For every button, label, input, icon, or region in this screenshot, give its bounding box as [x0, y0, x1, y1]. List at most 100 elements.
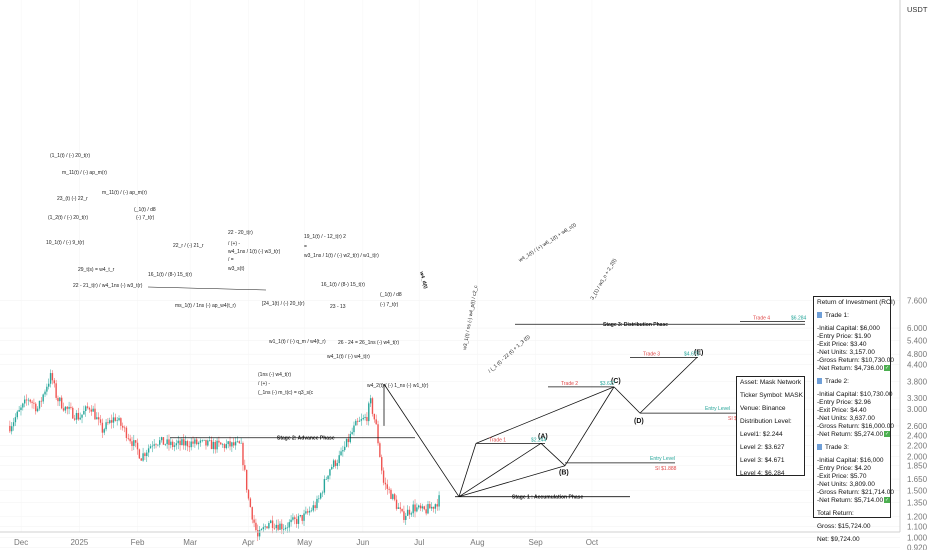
candle-body [160, 437, 163, 441]
candle-body [425, 509, 427, 514]
candle-body [436, 504, 438, 507]
candle-body [240, 442, 242, 444]
candle-body [297, 516, 300, 524]
price-tick: 2.400 [907, 431, 928, 440]
candle-body [223, 444, 226, 449]
candle-body [410, 513, 413, 515]
wave-point-label: (D) [634, 418, 644, 425]
time-tick: Sep [528, 538, 543, 547]
time-tick: Mar [183, 538, 197, 547]
candle-body [207, 440, 209, 446]
candle-body [177, 440, 179, 444]
candle-body [251, 507, 253, 520]
roi-line: -Entry Price: $4.20 [817, 465, 871, 472]
candle-body [307, 511, 309, 513]
candle-body [149, 446, 152, 449]
trade-label: Trade 2 [561, 381, 578, 387]
candle-body [33, 402, 35, 404]
time-tick: Aug [470, 538, 484, 547]
candle-body [166, 439, 168, 445]
candle-body [81, 414, 83, 418]
chart-annotation: w4_1(t) / (-) w4_t(r) [327, 354, 370, 360]
chart-annotation: 29_t(s) = w4_t_r [78, 267, 115, 273]
trade-price: $4.671 [684, 351, 700, 357]
candle-body [64, 406, 67, 411]
candle-body [388, 488, 390, 490]
check-icon: ✓ [884, 431, 891, 438]
candle-body [262, 527, 265, 530]
candle-body [99, 419, 102, 423]
candle-body [140, 458, 142, 461]
chart-text-layer: Stage 1 : Accumulation Phase Stage 2: Adv… [46, 153, 807, 501]
check-icon: ✓ [884, 497, 891, 504]
candle-body [144, 453, 146, 457]
price-tick: 1.200 [907, 512, 928, 521]
candlestick-series [9, 369, 440, 542]
candle-body [190, 441, 192, 448]
candle-body [57, 397, 59, 402]
candle-body [184, 441, 187, 446]
candle-body [290, 519, 292, 523]
asset-info-line: Distribution Level: [740, 418, 792, 425]
candle-body [55, 383, 57, 398]
candle-body [408, 509, 411, 515]
candle-body [253, 519, 255, 523]
candle-body [75, 412, 78, 420]
candle-body [171, 441, 174, 447]
candle-body [101, 422, 104, 433]
candle-body [25, 399, 28, 401]
chart-annotation: m_11(t) / (-) ap_m(r) [62, 170, 107, 176]
candle-body [318, 498, 320, 500]
wave-point-label: (A) [538, 433, 548, 440]
price-tick: 1.350 [907, 499, 928, 508]
price-tick: 1.650 [907, 475, 928, 484]
candle-body [203, 439, 205, 441]
candle-body [134, 440, 137, 443]
price-tick: 0.920 [907, 543, 928, 550]
candle-body [286, 527, 289, 529]
candle-body [116, 420, 118, 421]
trend-line [383, 383, 460, 497]
candle-body [127, 437, 129, 439]
candle-body [20, 407, 22, 410]
price-tick: 2.600 [907, 422, 928, 431]
candle-body [340, 451, 342, 456]
candle-body [271, 520, 274, 528]
phase-label-advance: Stage 2: Advance Phase [277, 436, 335, 442]
candle-body [36, 408, 39, 412]
candle-body [429, 504, 431, 509]
candle-body [299, 515, 302, 517]
candle-body [159, 440, 161, 445]
trend-line [564, 386, 615, 466]
candle-body [399, 507, 401, 509]
candle-body [336, 463, 339, 466]
roi-trade-heading: Trade 2: [817, 378, 887, 386]
roi-line: -Gross Return: $21,714.00 [817, 489, 894, 496]
candle-body [194, 439, 196, 444]
candle-body [275, 524, 277, 529]
candle-body [162, 437, 165, 445]
chart-annotation: 22 - 20_t(r) [228, 230, 253, 236]
candle-body [233, 442, 235, 446]
candle-body [360, 419, 363, 421]
candle-body [281, 523, 283, 530]
chart-annotation: 16_1(t) / (8-) 15_t(r) [148, 272, 192, 278]
roi-trade-heading: Trade 3: [817, 444, 887, 452]
candle-body [53, 380, 55, 384]
roi-net-return: -Net Return: $4,736.00 ✓ [817, 365, 891, 372]
candle-body [338, 455, 340, 464]
candle-body [86, 406, 89, 408]
candle-body [294, 517, 296, 520]
time-tick: Jun [356, 538, 369, 547]
candle-body [83, 411, 85, 415]
candle-body [9, 425, 11, 432]
candle-body [218, 440, 220, 443]
candle-body [406, 509, 409, 516]
candle-body [375, 419, 377, 425]
candle-body [295, 519, 298, 524]
candle-body [364, 417, 366, 418]
candle-body [225, 444, 228, 449]
time-axis[interactable]: Dec 2025 Feb Mar Apr May Jun Jul Aug Sep Oct [14, 538, 599, 547]
candle-body [416, 507, 418, 512]
